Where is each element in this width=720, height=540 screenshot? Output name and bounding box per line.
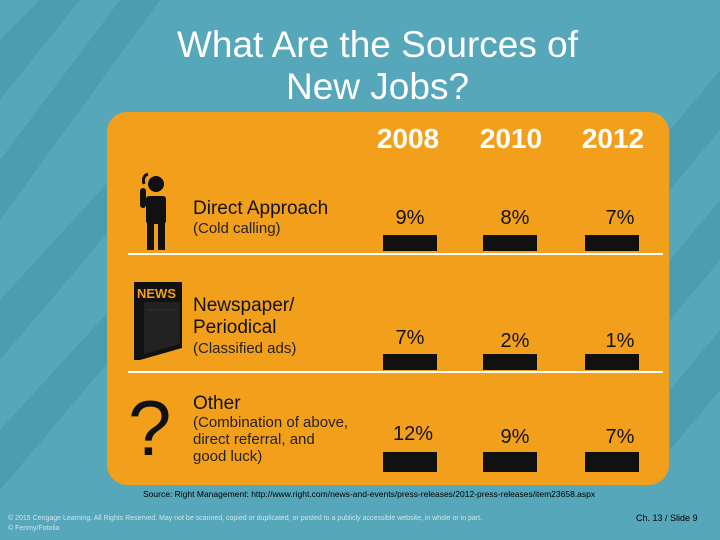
copyright-line-1: © 2015 Cengage Learning. All Rights Rese… <box>8 515 483 522</box>
copyright-notice: © 2015 Cengage Learning. All Rights Rese… <box>8 514 482 534</box>
value-bar-direct-2008 <box>383 235 437 251</box>
row-label-other: Other <box>193 393 241 414</box>
title-line-1: What Are the Sources of <box>176 24 579 65</box>
value-bar-direct-2012 <box>585 235 639 251</box>
value-newspaper-2008: 7% <box>395 327 425 349</box>
row-label-newspaper: Newspaper/ Periodical <box>193 295 294 339</box>
row-sublabel-other-line2: direct referral, and <box>193 431 315 448</box>
slide-number: Ch. 13 / Slide 9 <box>636 513 698 523</box>
value-bar-direct-2010 <box>483 235 537 251</box>
content-panel <box>107 112 669 485</box>
year-2010: 2010 <box>479 123 543 154</box>
value-direct-2008: 9% <box>395 207 425 229</box>
year-2012: 2012 <box>581 123 645 154</box>
value-other-2008: 12% <box>392 423 434 445</box>
row-label-newspaper-line2: Periodical <box>193 317 277 338</box>
value-other-2010: 9% <box>500 426 530 448</box>
row-sublabel-other-line3: good luck) <box>193 448 263 465</box>
value-other-2012: 7% <box>605 426 635 448</box>
value-direct-2012: 7% <box>605 207 635 229</box>
value-bar-newspaper-2008 <box>383 354 437 370</box>
question-mark-icon: ? <box>128 384 172 472</box>
value-bar-other-2012 <box>585 452 639 472</box>
value-bar-other-2008 <box>383 452 437 472</box>
source-citation: Source: Right Management: http://www.rig… <box>143 489 596 499</box>
row-separator <box>128 253 663 255</box>
year-header: 2008 2010 2012 <box>0 123 720 155</box>
copyright-line-2: © Fenmy/Fotolia <box>8 525 60 532</box>
slide-title: What Are the Sources of New Jobs? <box>0 24 720 108</box>
row-label-direct-approach: Direct Approach <box>193 198 329 219</box>
newspaper-icon: NEWS <box>134 282 182 360</box>
row-label-newspaper-line1: Newspaper/ <box>193 295 295 316</box>
value-bar-newspaper-2012 <box>585 354 639 370</box>
row-separator <box>128 371 663 373</box>
value-newspaper-2012: 1% <box>605 330 635 352</box>
title-line-2: New Jobs? <box>285 66 470 107</box>
row-sublabel-cold-calling: (Cold calling) <box>193 220 281 237</box>
value-bar-other-2010 <box>483 452 537 472</box>
row-sublabel-other-line1: (Combination of above, <box>193 414 349 431</box>
person-phone-icon <box>140 172 166 250</box>
row-sublabel-classified-ads: (Classified ads) <box>193 340 297 357</box>
value-newspaper-2010: 2% <box>500 330 530 352</box>
value-direct-2010: 8% <box>500 207 530 229</box>
newspaper-icon-text: NEWS <box>137 286 176 301</box>
row-sublabel-other: (Combination of above, direct referral, … <box>193 414 348 465</box>
value-bar-newspaper-2010 <box>483 354 537 370</box>
year-2008: 2008 <box>376 123 440 154</box>
